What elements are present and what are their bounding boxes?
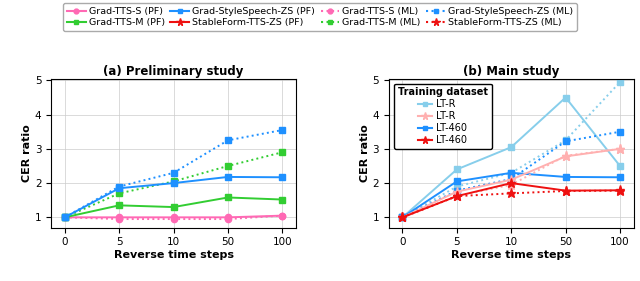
X-axis label: Reverse time steps: Reverse time steps [113, 250, 234, 260]
Legend: Grad-TTS-S (PF), Grad-TTS-M (PF), Grad-StyleSpeech-ZS (PF), StableForm-TTS-ZS (P: Grad-TTS-S (PF), Grad-TTS-M (PF), Grad-S… [63, 3, 577, 31]
Legend: LT-R, LT-R, LT-460, LT-460: LT-R, LT-R, LT-460, LT-460 [394, 83, 492, 149]
Y-axis label: CER ratio: CER ratio [22, 124, 32, 182]
X-axis label: Reverse time steps: Reverse time steps [451, 250, 572, 260]
Y-axis label: CER ratio: CER ratio [360, 124, 370, 182]
Title: (b) Main study: (b) Main study [463, 65, 559, 78]
Title: (a) Preliminary study: (a) Preliminary study [104, 65, 244, 78]
